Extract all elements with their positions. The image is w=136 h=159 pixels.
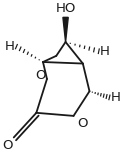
Polygon shape xyxy=(63,17,68,42)
Text: HO: HO xyxy=(55,2,76,15)
Text: H: H xyxy=(5,40,15,53)
Text: O: O xyxy=(35,69,46,82)
Text: H: H xyxy=(100,45,110,58)
Text: O: O xyxy=(78,117,88,130)
Text: O: O xyxy=(2,139,12,152)
Text: H: H xyxy=(111,91,121,104)
